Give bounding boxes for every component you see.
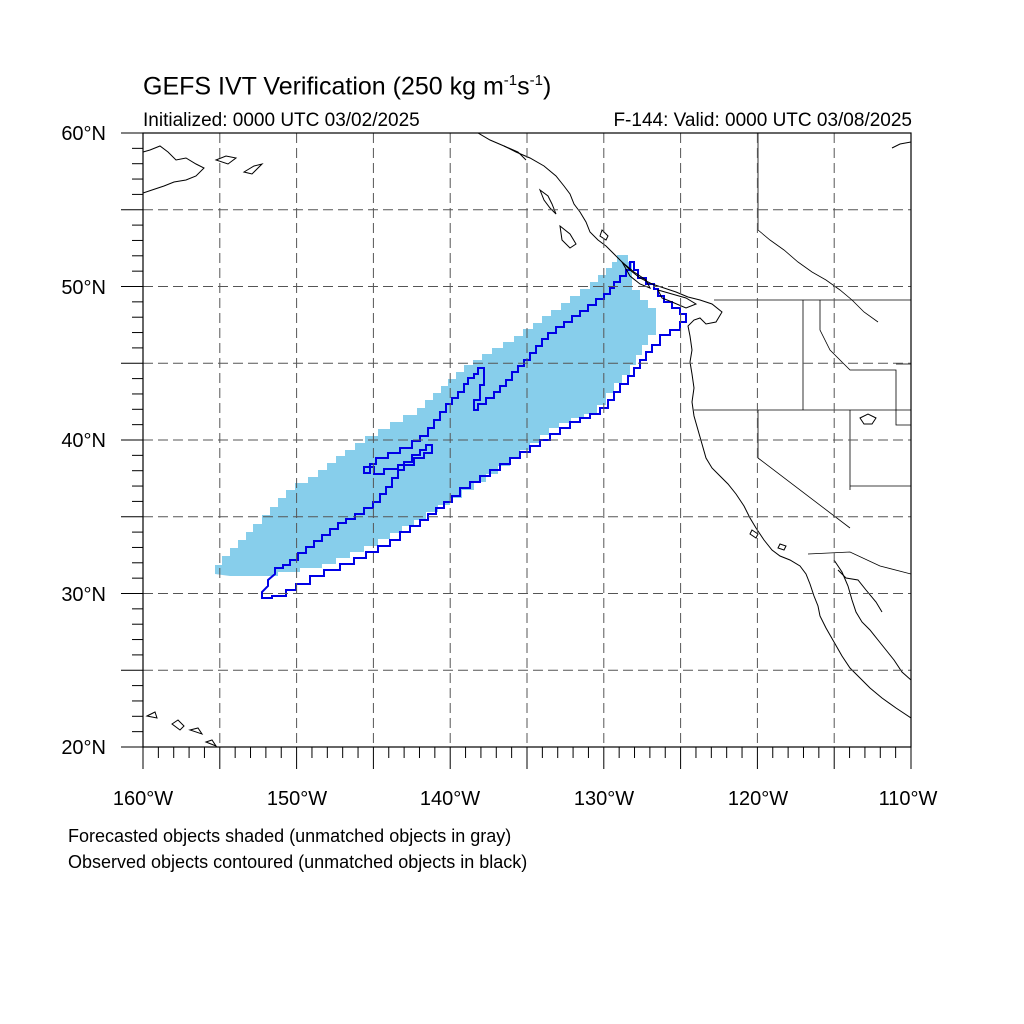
lon-tick-labels: 160°W 150°W 140°W 130°W 120°W 110°W — [113, 788, 938, 810]
observed-caption: Observed objects contoured (unmatched ob… — [68, 852, 528, 872]
map-frame — [142, 132, 912, 748]
valid-time: F-144: Valid: 0000 UTC 03/08/2025 — [613, 110, 912, 131]
lon-label-130w: 130°W — [574, 788, 634, 810]
coastlines — [143, 133, 911, 747]
map-title: GEFS IVT Verification (250 kg m-1s-1) — [143, 72, 552, 101]
lon-label-110w: 110°W — [879, 788, 938, 810]
forecast-caption: Forecasted objects shaded (unmatched obj… — [68, 826, 512, 846]
lon-label-160w: 160°W — [113, 788, 173, 810]
lat-label-30n: 30°N — [61, 584, 106, 606]
lat-label-40n: 40°N — [61, 430, 106, 452]
forecast-object — [215, 255, 656, 576]
map-content — [143, 133, 911, 747]
observed-object — [261, 261, 687, 599]
lat-label-50n: 50°N — [61, 277, 106, 299]
initialized-time: Initialized: 0000 UTC 03/02/2025 — [143, 110, 420, 131]
lat-label-20n: 20°N — [61, 737, 106, 759]
grid-lines — [143, 133, 911, 747]
lon-label-120w: 120°W — [728, 788, 788, 810]
boundaries — [694, 133, 911, 575]
tick-marks — [121, 132, 912, 769]
lat-label-60n: 60°N — [61, 123, 106, 145]
lon-label-150w: 150°W — [267, 788, 327, 810]
lat-tick-labels: 20°N 30°N 40°N 50°N 60°N — [61, 123, 106, 759]
lon-label-140w: 140°W — [420, 788, 480, 810]
